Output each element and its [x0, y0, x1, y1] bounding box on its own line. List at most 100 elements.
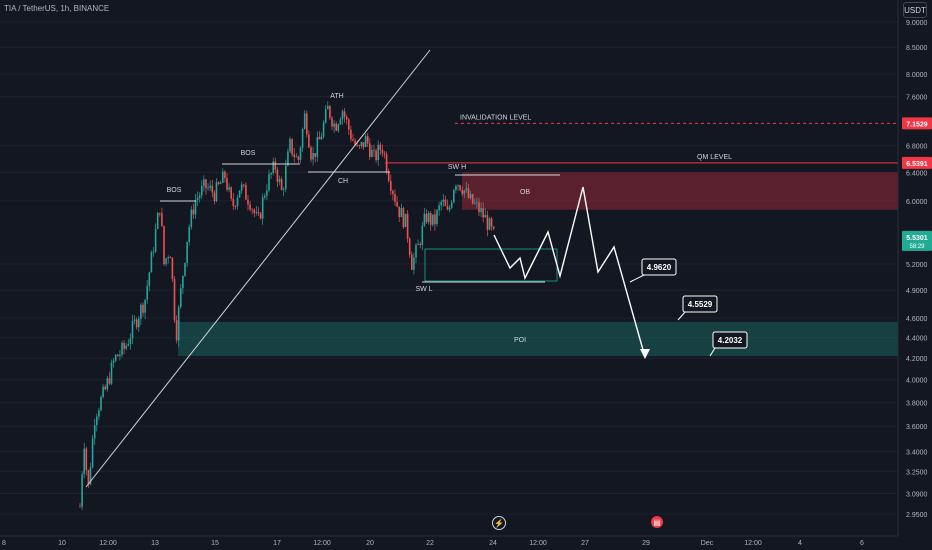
candle-body: [163, 225, 165, 265]
x-axis: 8 10 12:00 13 15 17 12:00 20 22 24 12:00 27 29 Dec 12:…: [0, 535, 898, 547]
candle-body: [429, 213, 432, 225]
candle-body: [259, 213, 262, 219]
candle-body: [337, 124, 340, 131]
candle-body: [89, 467, 92, 485]
candle-body: [480, 208, 482, 213]
candle-body: [96, 416, 98, 426]
candle-body: [222, 171, 224, 183]
candle-body: [379, 144, 382, 150]
lightning-event-icon[interactable]: ⚡: [492, 516, 506, 530]
candle-body: [205, 179, 207, 189]
candle-body: [316, 137, 319, 157]
candle-body: [324, 109, 327, 123]
x-tick-label: 29: [642, 540, 650, 547]
y-tick-label: 4.6000: [906, 316, 928, 323]
candle-body: [289, 138, 291, 152]
candle-body: [444, 199, 447, 206]
x-tick-label: 12:00: [529, 540, 547, 547]
candle-body: [371, 150, 373, 158]
x-tick-label: 12:00: [744, 540, 762, 547]
candle-body: [140, 304, 142, 319]
candle-body: [434, 214, 436, 225]
candle-body: [79, 506, 81, 508]
candle-body: [207, 187, 209, 189]
x-tick-label: 13: [151, 540, 159, 547]
candle-body: [339, 119, 342, 125]
candle-body: [203, 179, 205, 186]
candle-body: [182, 275, 184, 289]
candle-body: [331, 117, 333, 127]
candle-body: [108, 378, 111, 384]
y-tick-label: 6.8000: [906, 144, 928, 151]
zone-poi: [178, 321, 898, 357]
candle-body: [484, 214, 487, 218]
zones-layer: [178, 172, 898, 357]
candle-body: [478, 202, 480, 213]
candle-body: [400, 208, 403, 218]
candle-body: [192, 209, 195, 215]
candle-body: [228, 187, 230, 190]
candle-body: [360, 142, 363, 147]
x-tick-label: 12:00: [99, 540, 117, 547]
x-tick-label: 6: [860, 540, 864, 547]
candle-body: [100, 396, 102, 411]
candle-body: [110, 362, 113, 384]
candle-body: [457, 185, 459, 187]
chart-grid: [0, 21, 898, 515]
candle-body: [366, 135, 369, 144]
projection-arrowhead: [640, 349, 650, 359]
y-tick-label: 4.9000: [906, 288, 928, 295]
y-tick-label: 3.6000: [906, 424, 928, 431]
currency-button[interactable]: USDT: [903, 2, 927, 18]
candle-body: [274, 161, 277, 170]
candle-body: [194, 200, 197, 215]
candle-body: [295, 156, 298, 158]
candle-body: [138, 318, 140, 328]
candle-body: [362, 142, 365, 148]
candle-body: [146, 285, 148, 300]
candle-body: [234, 206, 237, 207]
candle-body: [144, 299, 146, 313]
x-tick-label: 10: [58, 540, 66, 547]
candle-body: [490, 218, 493, 227]
candle-body: [186, 241, 188, 263]
annotation-labels: OB POI INVALIDATION LEVEL QM LEVEL BOS BOS ATH…: [167, 93, 748, 357]
candle-body: [423, 213, 426, 226]
x-tick-label: 17: [273, 540, 281, 547]
candle-body: [240, 184, 243, 191]
drawings-layer: [85, 49, 898, 488]
symbol-title: TIA / TetherUS, 1h, BINANCE: [4, 4, 110, 13]
candle-body: [293, 154, 295, 157]
candle-body: [488, 218, 491, 230]
candle-body: [123, 342, 125, 349]
candle-body: [131, 320, 134, 339]
candle-body: [469, 194, 472, 199]
news-event-icon[interactable]: ▤: [651, 516, 663, 528]
candle-body: [213, 192, 216, 202]
candle-body: [226, 177, 228, 190]
candle-body: [427, 213, 430, 223]
candle-body: [159, 212, 161, 214]
candle-body: [253, 209, 256, 214]
candle-body: [161, 213, 163, 226]
structure-label: CH: [338, 178, 348, 185]
y-tick-label: 3.0900: [906, 492, 928, 499]
candle-body: [474, 202, 476, 204]
x-tick-label: Dec: [701, 540, 714, 547]
candle-body: [291, 138, 293, 155]
candle-body: [425, 213, 428, 223]
candle-body: [345, 116, 348, 120]
y-tick-label: 4.4000: [906, 336, 928, 343]
structure-label: SW L: [415, 286, 432, 293]
candle-body: [167, 257, 169, 259]
price-label-qm-bg: [902, 156, 932, 169]
y-tick-label: 6.4000: [906, 170, 928, 177]
candle-body: [156, 212, 159, 230]
candle-body: [285, 165, 287, 190]
y-tick-label: 8.0000: [906, 72, 928, 79]
target-label: 4.9620: [647, 263, 672, 272]
candle-body: [209, 185, 211, 188]
candle-body: [270, 172, 272, 175]
price-label-invalidation-bg: [902, 117, 932, 130]
